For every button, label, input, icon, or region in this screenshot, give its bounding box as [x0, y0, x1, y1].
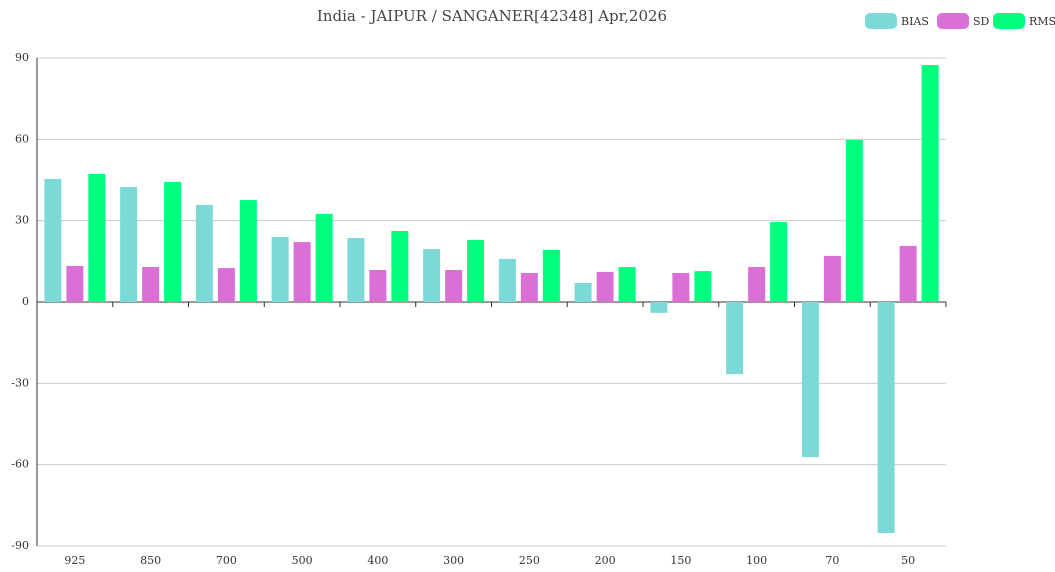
bar	[770, 222, 788, 302]
bar	[142, 267, 160, 302]
bar	[120, 187, 138, 302]
y-tick-label: -60	[11, 458, 29, 471]
y-tick-label: 0	[22, 295, 29, 308]
bar	[650, 302, 668, 313]
x-tick-label: 300	[443, 554, 464, 567]
bar	[423, 249, 441, 302]
bar	[574, 283, 592, 302]
bar	[877, 302, 895, 533]
legend-label: RMS	[1029, 15, 1055, 28]
x-tick-label: 400	[367, 554, 388, 567]
bar	[391, 230, 409, 302]
x-tick-label: 925	[64, 554, 85, 567]
bar	[921, 65, 939, 302]
x-tick-label: 70	[825, 554, 839, 567]
y-tick-label: -30	[11, 376, 29, 389]
y-tick-label: 90	[15, 51, 29, 64]
bar	[726, 302, 744, 375]
legend-swatch	[937, 13, 969, 29]
bar	[694, 271, 712, 302]
bar	[164, 181, 182, 302]
bar	[445, 270, 463, 302]
x-tick-label: 700	[216, 554, 237, 567]
bar	[845, 139, 863, 302]
bar	[596, 271, 614, 302]
bar	[899, 245, 917, 302]
x-tick-label: 200	[595, 554, 616, 567]
bar	[542, 249, 560, 302]
bar	[347, 238, 365, 302]
bar	[369, 270, 387, 302]
x-tick-label: 50	[901, 554, 915, 567]
bar	[271, 236, 289, 302]
y-tick-label: -90	[11, 539, 29, 552]
x-tick-label: 250	[519, 554, 540, 567]
y-tick-label: 60	[15, 132, 29, 145]
bar	[823, 255, 841, 302]
legend-label: BIAS	[901, 15, 929, 28]
legend-swatch	[993, 13, 1025, 29]
bar	[293, 242, 311, 302]
legend-label: SD	[973, 15, 990, 28]
bar	[88, 174, 106, 302]
bar	[618, 267, 636, 302]
bar	[748, 267, 766, 302]
x-tick-label: 150	[670, 554, 691, 567]
bar	[195, 204, 213, 302]
bar	[467, 239, 485, 302]
bar	[66, 265, 84, 302]
x-tick-label: 500	[292, 554, 313, 567]
x-tick-label: 850	[140, 554, 161, 567]
bar	[801, 302, 819, 458]
bar	[239, 200, 257, 302]
bar	[520, 272, 538, 302]
x-tick-label: 100	[746, 554, 767, 567]
bar	[672, 272, 690, 302]
bar	[315, 213, 333, 302]
chart-title: India - JAIPUR / SANGANER[42348] Apr,202…	[317, 7, 667, 25]
y-tick-label: 30	[15, 214, 29, 227]
legend-swatch	[865, 13, 897, 29]
bar	[498, 258, 516, 302]
bar	[44, 178, 62, 302]
bar	[217, 268, 235, 302]
